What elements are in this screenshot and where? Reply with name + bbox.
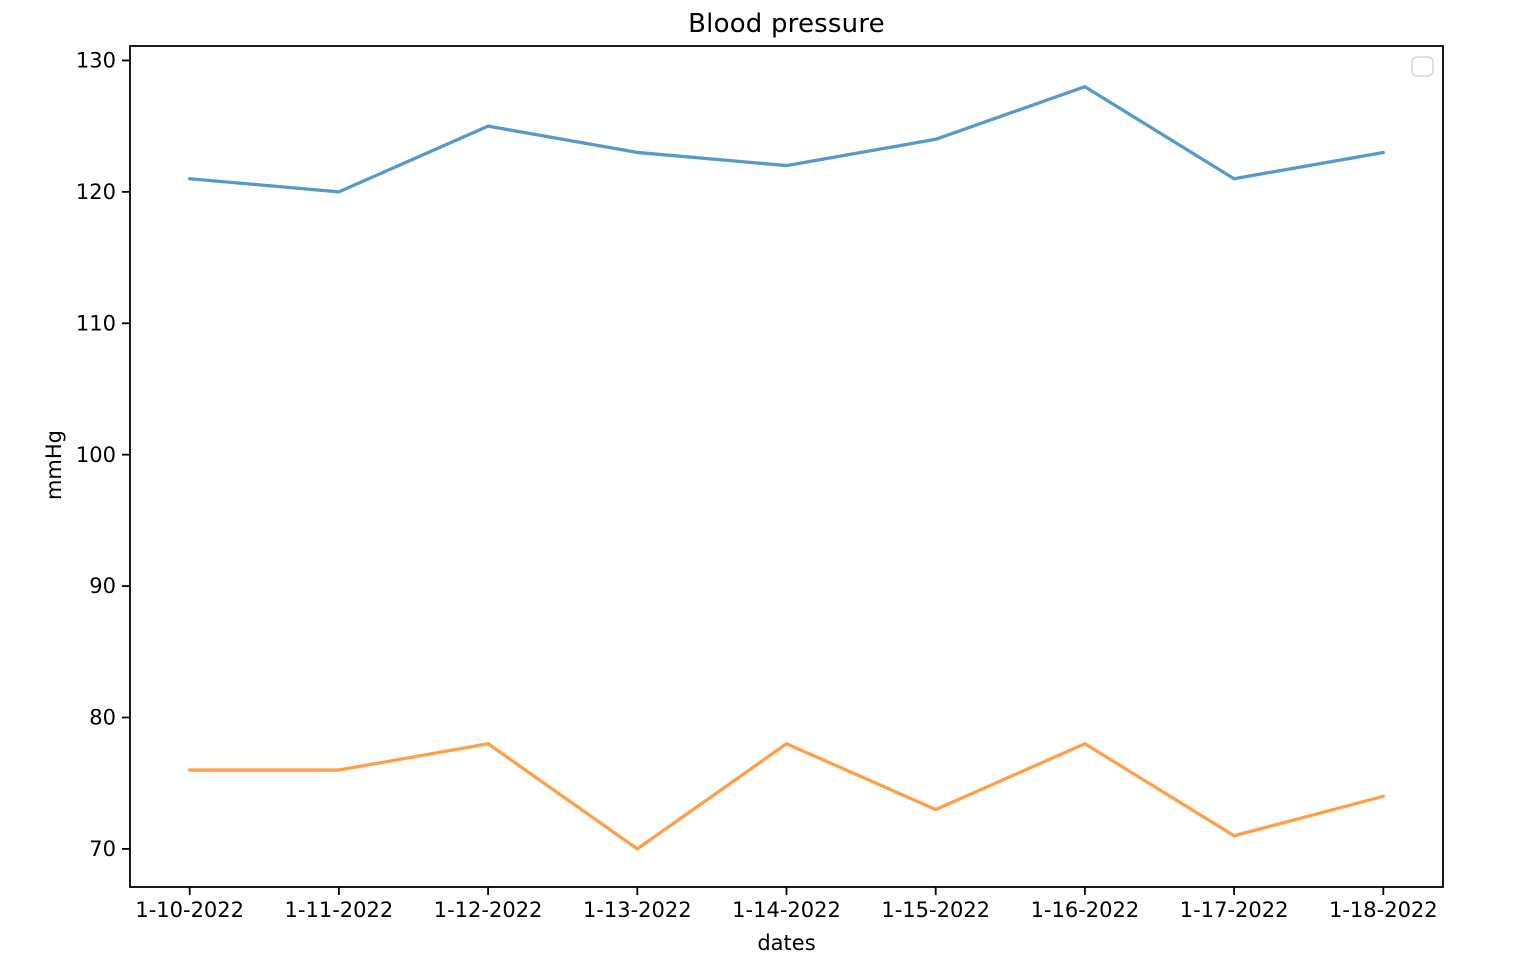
y-tick-label: 110 xyxy=(76,311,116,335)
y-tick-label: 100 xyxy=(76,443,116,467)
y-tick-label: 130 xyxy=(76,49,116,73)
y-tick-label: 120 xyxy=(76,180,116,204)
x-tick-label: 1-10-2022 xyxy=(135,898,244,922)
chart-title: Blood pressure xyxy=(688,9,885,39)
y-tick-label: 90 xyxy=(89,574,116,598)
x-tick-label: 1-14-2022 xyxy=(732,898,841,922)
series-line-lower-orange-line xyxy=(188,742,1385,851)
x-tick-label: 1-12-2022 xyxy=(434,898,543,922)
legend-box xyxy=(1411,56,1434,77)
x-tick-label: 1-17-2022 xyxy=(1180,898,1289,922)
x-tick-label: 1-15-2022 xyxy=(881,898,990,922)
y-tick-label: 70 xyxy=(89,837,116,861)
x-axis-label: dates xyxy=(757,931,816,955)
x-tick-label: 1-16-2022 xyxy=(1031,898,1140,922)
x-tick-label: 1-13-2022 xyxy=(583,898,692,922)
x-tick-label: 1-18-2022 xyxy=(1329,898,1438,922)
plot-border xyxy=(129,45,1444,888)
x-tick-label: 1-11-2022 xyxy=(285,898,394,922)
series-line-upper-blue-line xyxy=(188,85,1385,194)
y-tick-label: 80 xyxy=(89,706,116,730)
